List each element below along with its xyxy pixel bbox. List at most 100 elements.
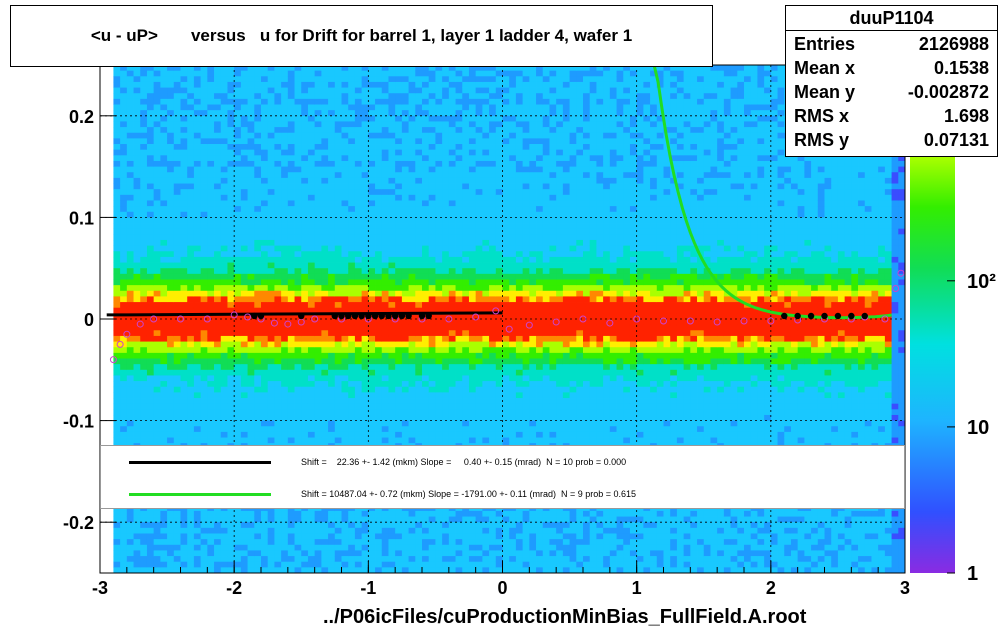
heatmap-cell [348,262,356,269]
heatmap-cell [381,121,389,128]
heatmap-cell [180,527,188,534]
heatmap-cell [180,166,188,173]
heatmap-cell [301,369,309,376]
heatmap-cell [341,544,349,551]
heatmap-cell [274,285,282,292]
heatmap-cell [354,369,363,376]
heatmap-cell [207,527,215,534]
heatmap-cell [408,104,416,111]
heatmap-cell [247,307,255,314]
heatmap-cell [113,239,121,247]
heatmap-cell [422,223,430,230]
heatmap-cell [442,313,450,320]
heatmap-cell [294,194,302,201]
heatmap-cell [401,115,409,122]
heatmap-cell [321,307,329,314]
heatmap-cell [294,81,302,88]
heatmap-cell [294,533,302,540]
heatmap-cell [261,104,269,111]
heatmap-cell [341,70,349,77]
heatmap-cell [227,228,235,235]
heatmap-cell [153,420,161,427]
heatmap-cell [435,144,443,151]
heatmap-cell [334,302,342,309]
heatmap-cell [442,561,450,568]
heatmap-cell [361,245,369,252]
heatmap-cell [247,403,255,410]
heatmap-cell [160,228,168,235]
heatmap-cell [180,431,188,438]
heatmap-cell [348,392,356,399]
heatmap-cell [173,211,181,218]
heatmap-cell [126,256,134,263]
heatmap-cell [468,98,477,105]
heatmap-cell [381,409,389,416]
heatmap-cell [294,358,302,365]
heatmap-cell [307,567,316,574]
heatmap-cell [214,437,222,444]
stats-histogram-name: duuP1104 [786,6,997,31]
heatmap-cell [153,70,161,77]
heatmap-cell [214,87,222,94]
heatmap-cell [167,403,175,410]
heatmap-cell [307,189,316,196]
heatmap-cell [422,319,430,326]
heatmap-cell [214,369,222,376]
heatmap-cell [368,228,376,235]
heatmap-cell [361,544,369,551]
heatmap-cell [307,556,316,563]
heatmap-cell [442,403,450,410]
heatmap-cell [314,65,322,72]
heatmap-cell [173,352,181,359]
heatmap-cell [401,409,409,416]
heatmap-cell [475,206,483,213]
heatmap-cell [133,138,141,145]
heatmap-cell [448,403,456,410]
heatmap-cell [240,121,248,128]
heatmap-cell [146,302,155,309]
heatmap-cell [307,234,316,241]
heatmap-cell [361,98,369,105]
heatmap-cell [334,98,342,105]
heatmap-cell [307,347,316,354]
heatmap-cell [448,138,456,145]
heatmap-cell [401,544,409,551]
heatmap-cell [361,70,369,77]
heatmap-cell [448,556,456,563]
heatmap-cell [341,138,349,145]
heatmap-cell [180,290,188,297]
heatmap-cell [261,256,269,263]
heatmap-cell [375,65,383,72]
heatmap-cell [126,398,134,405]
heatmap-cell [301,561,309,568]
heatmap-cell [415,358,423,365]
heatmap-cell [261,217,269,224]
heatmap-cell [301,352,309,359]
heatmap-cell [368,533,376,540]
heatmap-cell [462,510,470,517]
heatmap-cell [408,364,416,371]
heatmap-cell [153,561,161,568]
heatmap-cell [408,268,416,275]
heatmap-cell [435,93,443,100]
heatmap-cell [348,132,356,139]
heatmap-cell [274,273,282,280]
heatmap-cell [341,87,349,94]
heatmap-cell [354,138,363,145]
heatmap-cell [401,132,409,139]
heatmap-cell [287,409,295,416]
heatmap-cell [220,510,228,517]
heatmap-cell [113,87,121,94]
heatmap-cell [240,420,248,427]
heatmap-cell [126,539,134,546]
heatmap-cell [435,189,443,196]
heatmap-cell [468,386,477,393]
heatmap-cell [173,398,181,405]
heatmap-cell [468,358,477,365]
heatmap-cell [401,347,409,354]
heatmap-cell [140,522,148,529]
heatmap-cell [193,285,202,292]
heatmap-cell [160,172,168,179]
heatmap-cell [167,200,175,207]
heatmap-cell [475,251,483,258]
